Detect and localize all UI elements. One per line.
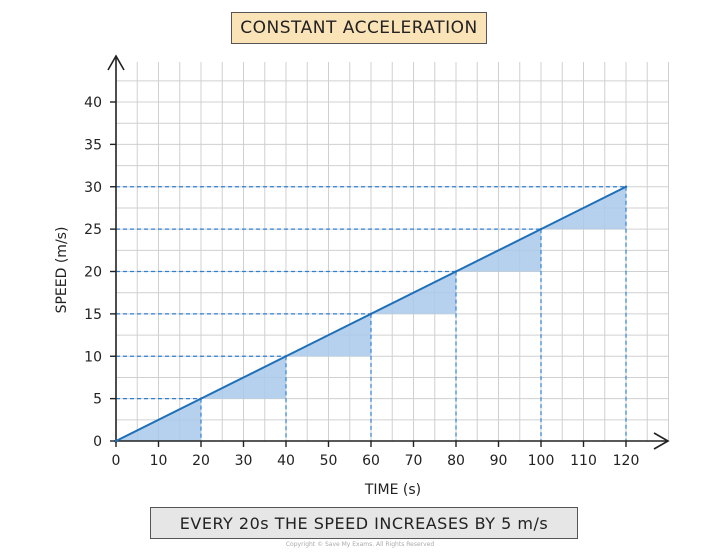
x-tick-label: 70 xyxy=(405,453,423,469)
x-tick-label: 90 xyxy=(490,453,508,469)
y-tick-label: 5 xyxy=(93,392,102,408)
copyright-text: Copyright © Save My Exams. All Rights Re… xyxy=(285,541,435,548)
axes xyxy=(107,54,670,450)
data-point xyxy=(624,185,628,188)
ticks: 0 10 20 30 40 50 60 70 80 90 100 110 120 0 5 10 15 20 25 30… xyxy=(84,95,639,469)
x-tick-label: 120 xyxy=(613,453,640,469)
x-tick-label: 100 xyxy=(528,453,555,469)
chart-caption: EVERY 20s THE SPEED INCREASES BY 5 m/s xyxy=(150,507,578,539)
y-tick-label: 0 xyxy=(93,434,102,450)
x-tick-label: 110 xyxy=(570,453,597,469)
x-tick-label: 30 xyxy=(235,453,253,469)
series xyxy=(114,185,628,443)
data-point xyxy=(454,270,458,273)
y-axis-arrow xyxy=(107,54,125,71)
x-axis-label: TIME (s) xyxy=(364,482,421,498)
x-tick-label: 60 xyxy=(362,453,380,469)
data-point xyxy=(369,312,373,316)
y-tick-label: 35 xyxy=(84,137,102,153)
x-tick-label: 20 xyxy=(192,453,210,469)
x-tick-label: 80 xyxy=(447,453,465,469)
x-axis-arrow xyxy=(653,432,670,450)
data-point xyxy=(199,397,203,400)
x-tick-label: 50 xyxy=(320,453,338,469)
data-point xyxy=(114,439,118,443)
guide-lines xyxy=(116,186,627,441)
x-tick-label: 0 xyxy=(112,453,121,469)
y-tick-label: 20 xyxy=(84,265,102,281)
y-tick-label: 40 xyxy=(84,95,102,111)
y-tick-label: 30 xyxy=(84,180,102,196)
data-point xyxy=(539,227,543,231)
y-tick-label: 25 xyxy=(84,222,102,238)
x-tick-label: 40 xyxy=(277,453,295,469)
data-point xyxy=(284,355,288,358)
y-tick-label: 15 xyxy=(84,307,102,323)
y-axis-label: SPEED (m/s) xyxy=(54,227,70,314)
chart-title: CONSTANT ACCELERATION xyxy=(231,12,487,44)
grid xyxy=(115,62,669,442)
x-tick-label: 10 xyxy=(150,453,168,469)
y-tick-label: 10 xyxy=(84,349,102,365)
